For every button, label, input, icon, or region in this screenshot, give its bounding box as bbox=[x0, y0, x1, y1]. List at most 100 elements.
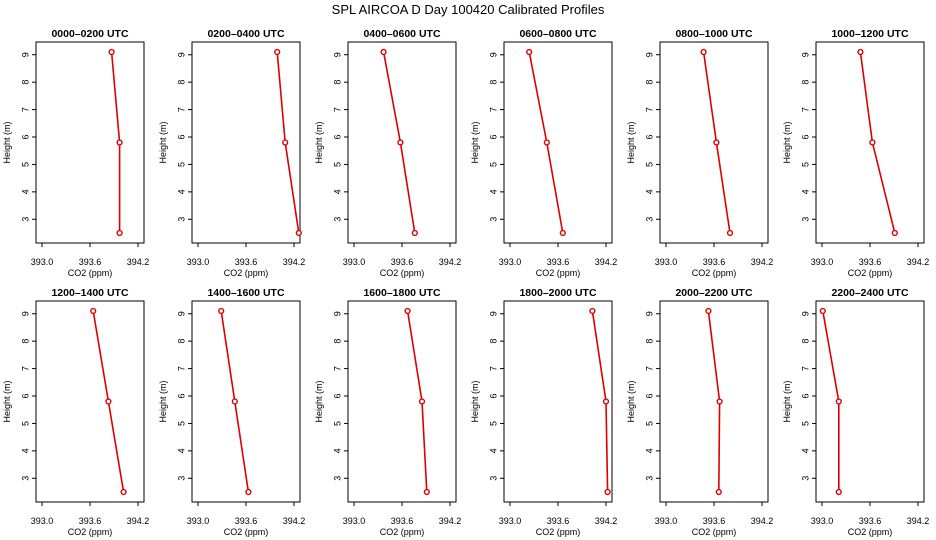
x-axis-label: CO2 (ppm) bbox=[848, 268, 893, 278]
y-tick-label: 6 bbox=[488, 394, 498, 399]
y-tick-label: 6 bbox=[20, 135, 30, 140]
y-tick-label: 7 bbox=[488, 107, 498, 112]
y-tick-label: 3 bbox=[644, 217, 654, 222]
y-tick-label: 8 bbox=[20, 339, 30, 344]
y-tick-label: 8 bbox=[800, 80, 810, 85]
panel-5: 0800–1000 UTC 393.0 393.6 394.2 CO2 (ppm) 3 4 5… bbox=[626, 28, 773, 278]
y-tick-label: 9 bbox=[644, 52, 654, 57]
data-point bbox=[891, 229, 898, 237]
x-tick-label: 394.2 bbox=[127, 257, 150, 267]
y-axis-label: Height (m) bbox=[782, 121, 792, 163]
panel-1: 0000–0200 UTC 393.0 393.6 394.2 CO2 (ppm) 3 4 5… bbox=[2, 28, 149, 278]
y-axis-label: Height (m) bbox=[470, 121, 480, 163]
panel-title: 0400–0600 UTC bbox=[363, 28, 440, 40]
x-tick-label: 394.2 bbox=[283, 257, 306, 267]
panel-8: 1400–1600 UTC 393.0 393.6 394.2 CO2 (ppm) 3 4 5… bbox=[158, 287, 305, 537]
y-tick-label: 3 bbox=[332, 217, 342, 222]
x-tick-label: 393.6 bbox=[859, 516, 882, 526]
x-tick-label: 393.6 bbox=[547, 516, 570, 526]
y-tick-label: 3 bbox=[800, 217, 810, 222]
y-tick-label: 4 bbox=[176, 448, 186, 453]
panel-title: 1400–1600 UTC bbox=[207, 287, 284, 299]
y-axis-label: Height (m) bbox=[470, 380, 480, 422]
y-tick-label: 8 bbox=[332, 80, 342, 85]
data-point bbox=[245, 488, 252, 496]
y-axis-label: Height (m) bbox=[158, 121, 168, 163]
y-axis-label: Height (m) bbox=[2, 380, 12, 422]
y-tick-label: 7 bbox=[20, 366, 30, 371]
x-tick-label: 393.0 bbox=[499, 516, 522, 526]
y-tick-label: 8 bbox=[488, 339, 498, 344]
y-tick-label: 3 bbox=[800, 476, 810, 481]
x-tick-label: 393.0 bbox=[499, 257, 522, 267]
y-tick-label: 6 bbox=[176, 135, 186, 140]
y-tick-label: 6 bbox=[800, 394, 810, 399]
plot-frame bbox=[347, 300, 457, 503]
x-axis-label: CO2 (ppm) bbox=[692, 527, 737, 537]
x-tick-label: 393.0 bbox=[655, 516, 678, 526]
y-tick-label: 7 bbox=[644, 366, 654, 371]
y-tick-label: 9 bbox=[332, 311, 342, 316]
y-tick-label: 5 bbox=[332, 162, 342, 167]
data-point bbox=[404, 307, 411, 315]
x-tick-label: 393.0 bbox=[811, 257, 834, 267]
y-tick-label: 6 bbox=[332, 394, 342, 399]
data-point bbox=[397, 139, 404, 146]
x-tick-label: 393.6 bbox=[79, 257, 102, 267]
y-tick-label: 7 bbox=[332, 107, 342, 112]
panel-11: 2000–2200 UTC 393.0 393.6 394.2 CO2 (ppm) 3 4 5… bbox=[626, 287, 773, 537]
y-tick-label: 7 bbox=[332, 366, 342, 371]
y-tick-label: 4 bbox=[488, 189, 498, 194]
x-tick-label: 393.6 bbox=[235, 257, 258, 267]
y-tick-label: 9 bbox=[644, 311, 654, 316]
y-tick-label: 8 bbox=[644, 339, 654, 344]
y-tick-label: 3 bbox=[332, 476, 342, 481]
y-tick-label: 7 bbox=[176, 366, 186, 371]
y-tick-label: 9 bbox=[176, 52, 186, 57]
plot-frame bbox=[503, 41, 613, 244]
panel-7: 1200–1400 UTC 393.0 393.6 394.2 CO2 (ppm) 3 4 5… bbox=[2, 287, 149, 537]
x-tick-label: 394.2 bbox=[907, 257, 930, 267]
data-point bbox=[108, 48, 115, 56]
panel-title: 1800–2000 UTC bbox=[519, 287, 596, 299]
data-point bbox=[380, 48, 387, 56]
data-point bbox=[819, 307, 826, 315]
y-tick-label: 7 bbox=[800, 366, 810, 371]
panel-9: 1600–1800 UTC 393.0 393.6 394.2 CO2 (ppm) 3 4 5… bbox=[314, 287, 461, 537]
x-tick-label: 394.2 bbox=[595, 257, 618, 267]
data-point bbox=[105, 398, 112, 405]
y-tick-label: 9 bbox=[488, 311, 498, 316]
panel-title: 2200–2400 UTC bbox=[831, 287, 908, 299]
y-tick-label: 6 bbox=[800, 135, 810, 140]
y-tick-label: 3 bbox=[644, 476, 654, 481]
y-tick-label: 6 bbox=[488, 135, 498, 140]
y-axis-label: Height (m) bbox=[158, 380, 168, 422]
x-tick-label: 393.0 bbox=[343, 516, 366, 526]
x-tick-label: 393.0 bbox=[31, 516, 54, 526]
data-point bbox=[418, 398, 426, 405]
y-tick-label: 6 bbox=[20, 394, 30, 399]
y-tick-label: 3 bbox=[20, 476, 30, 481]
plot-frame bbox=[35, 300, 145, 503]
x-tick-label: 394.2 bbox=[751, 257, 774, 267]
panel-title: 1200–1400 UTC bbox=[51, 287, 128, 299]
data-point bbox=[835, 488, 842, 496]
y-tick-label: 9 bbox=[176, 311, 186, 316]
x-axis-label: CO2 (ppm) bbox=[68, 268, 113, 278]
panel-title: 0000–0200 UTC bbox=[51, 28, 128, 40]
data-point bbox=[857, 48, 864, 56]
x-tick-label: 393.6 bbox=[859, 257, 882, 267]
y-tick-label: 8 bbox=[644, 80, 654, 85]
data-point bbox=[231, 398, 238, 405]
y-tick-label: 5 bbox=[176, 162, 186, 167]
x-tick-label: 394.2 bbox=[127, 516, 150, 526]
y-tick-label: 9 bbox=[800, 311, 810, 316]
data-point bbox=[835, 398, 842, 405]
y-tick-label: 9 bbox=[20, 52, 30, 57]
x-tick-label: 393.6 bbox=[391, 257, 414, 267]
x-tick-label: 393.6 bbox=[703, 257, 726, 267]
x-tick-label: 393.6 bbox=[79, 516, 102, 526]
x-tick-label: 393.0 bbox=[811, 516, 834, 526]
y-tick-label: 7 bbox=[644, 107, 654, 112]
